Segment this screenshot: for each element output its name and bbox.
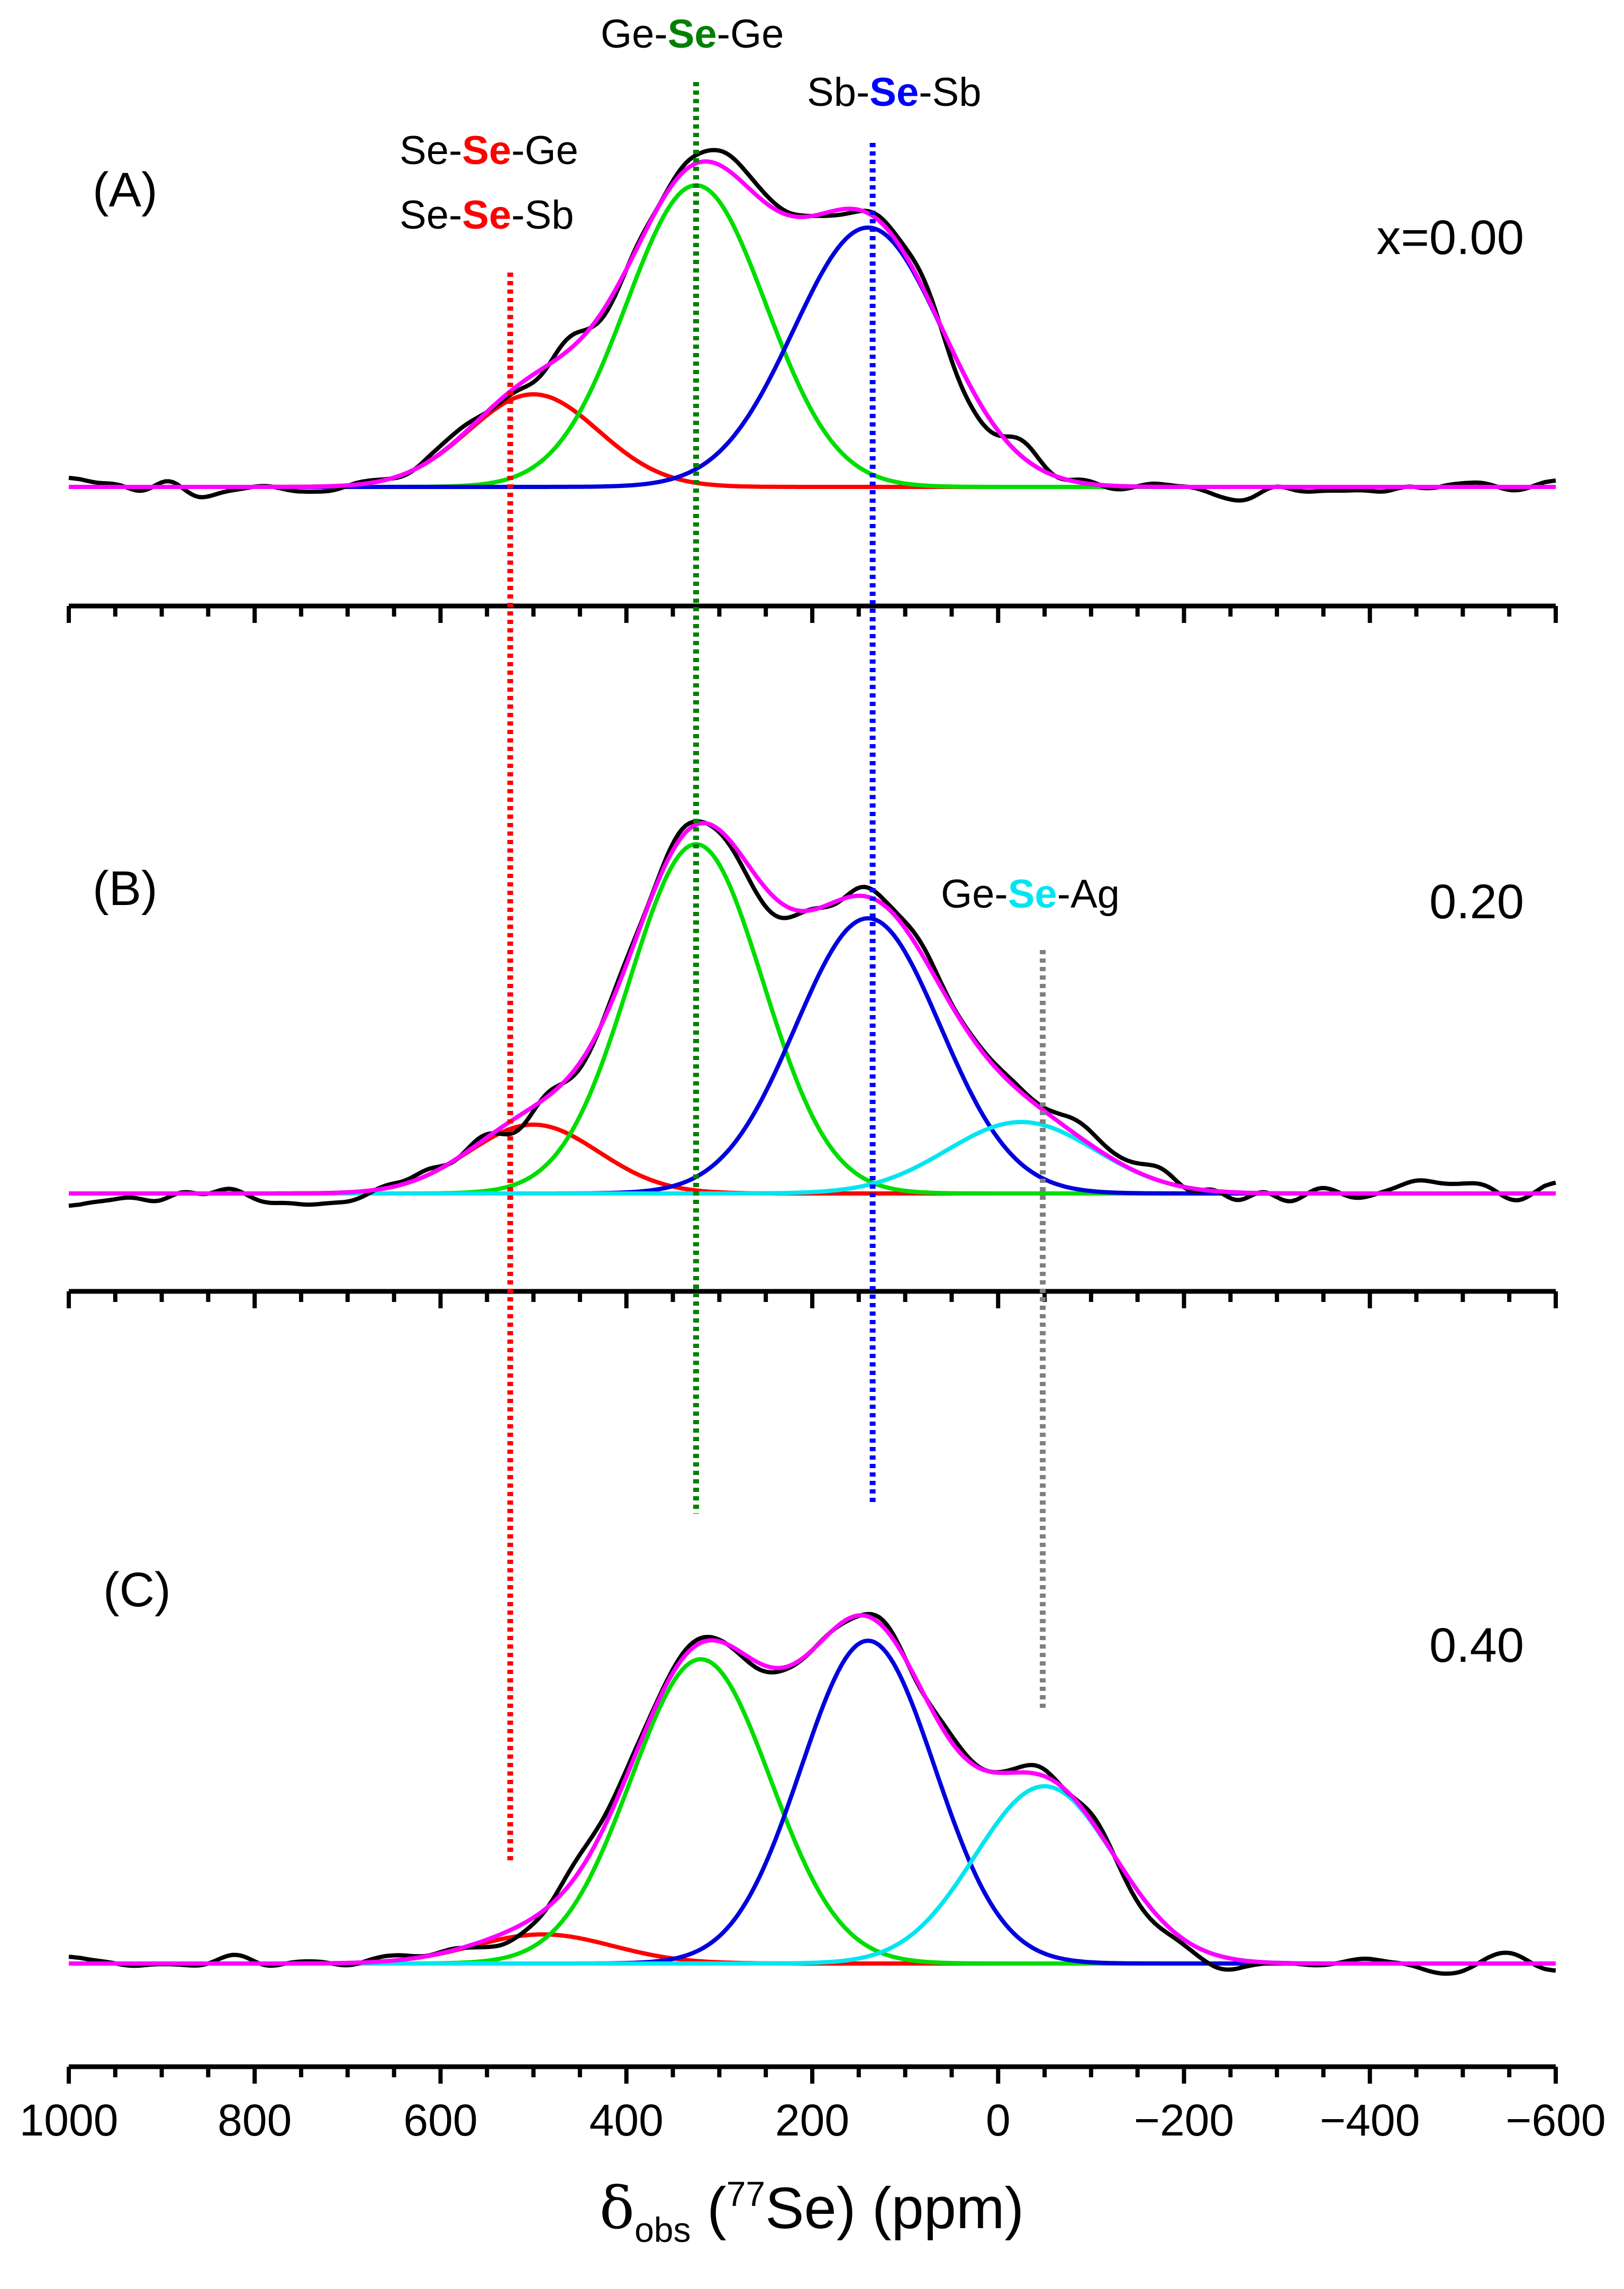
label-se-se-ge: Se-Se-Ge [400, 128, 578, 173]
x-tick-label: −200 [1134, 2095, 1234, 2145]
composition-label-a: x=0.00 [1376, 211, 1524, 265]
panel-label-a: (A) [93, 163, 158, 217]
label-ge-se-ag: Ge-Se-Ag [941, 872, 1120, 917]
x-tick-label: −400 [1320, 2095, 1420, 2145]
panel-label-b: (B) [93, 862, 158, 916]
spectra-layer [68, 148, 1556, 1976]
x-tick-label: 600 [403, 2095, 477, 2145]
label-ge-se-ge: Ge-Se-Ge [601, 12, 784, 57]
panel-b [68, 819, 1556, 1208]
fit-envelope-c [69, 1613, 1556, 1966]
component-green-b [69, 842, 1556, 1196]
label-sb-se-sb: Sb-Se-Sb [807, 70, 982, 115]
fit-envelope-b [69, 821, 1556, 1196]
panel-c [68, 1612, 1556, 1976]
x-tick-label: 1000 [20, 2095, 119, 2145]
x-axis-title-unit: (ppm) [856, 2176, 1024, 2241]
x-tick-label: 0 [986, 2095, 1011, 2145]
x-tick-label: −600 [1505, 2095, 1605, 2145]
component-blue-c [69, 1638, 1556, 1966]
component-blue-a [69, 225, 1556, 489]
fit-envelope-a [69, 159, 1556, 489]
panel-label-c: (C) [103, 1563, 171, 1617]
x-axis-title-open: ( [691, 2176, 727, 2241]
panel-a [68, 148, 1556, 503]
component-green-c [69, 1657, 1556, 1966]
x-tick-label: 200 [775, 2095, 849, 2145]
x-axis-2 [67, 2064, 1558, 2084]
component-blue-b [69, 916, 1556, 1196]
label-ge-se-ag-center: Se [1008, 872, 1057, 917]
component-cyan-b [69, 1119, 1556, 1196]
component-red-b [69, 1122, 1556, 1196]
component-green-a [69, 183, 1556, 489]
x-axis-1 [67, 1289, 1558, 1308]
x-axis-title-subscript: obs [634, 2210, 691, 2249]
composition-label-b: 0.20 [1429, 875, 1524, 929]
x-tick-label: 400 [589, 2095, 664, 2145]
x-axis-title-symbol: δ [600, 2174, 634, 2242]
x-tick-label: 800 [217, 2095, 292, 2145]
label-se-se-sb: Se-Se-Sb [400, 193, 574, 238]
x-axis-title-mass: 77 [727, 2174, 765, 2213]
axis-layer: 1000 800 600 400 200 0 −200 −400 −600 [20, 603, 1606, 2145]
reference-lines [507, 82, 1046, 1863]
x-axis-title: δobs (77Se) (ppm) [600, 2174, 1024, 2249]
x-axis-0 [67, 603, 1558, 623]
experimental-spectrum-a [68, 148, 1556, 503]
composition-label-c: 0.40 [1429, 1618, 1524, 1672]
label-sb-se-sb-center: Se [869, 70, 919, 115]
component-red-c [69, 1932, 1556, 1966]
label-ge-se-ge-center: Se [668, 12, 717, 57]
experimental-spectrum-b [68, 819, 1556, 1208]
x-axis-title-close: ) [837, 2176, 856, 2241]
label-se-se-ge-center: Se [462, 128, 511, 173]
x-axis-title-nucleus: Se [765, 2176, 837, 2241]
label-se-se-sb-center: Se [462, 193, 511, 238]
experimental-spectrum-c [68, 1612, 1556, 1976]
